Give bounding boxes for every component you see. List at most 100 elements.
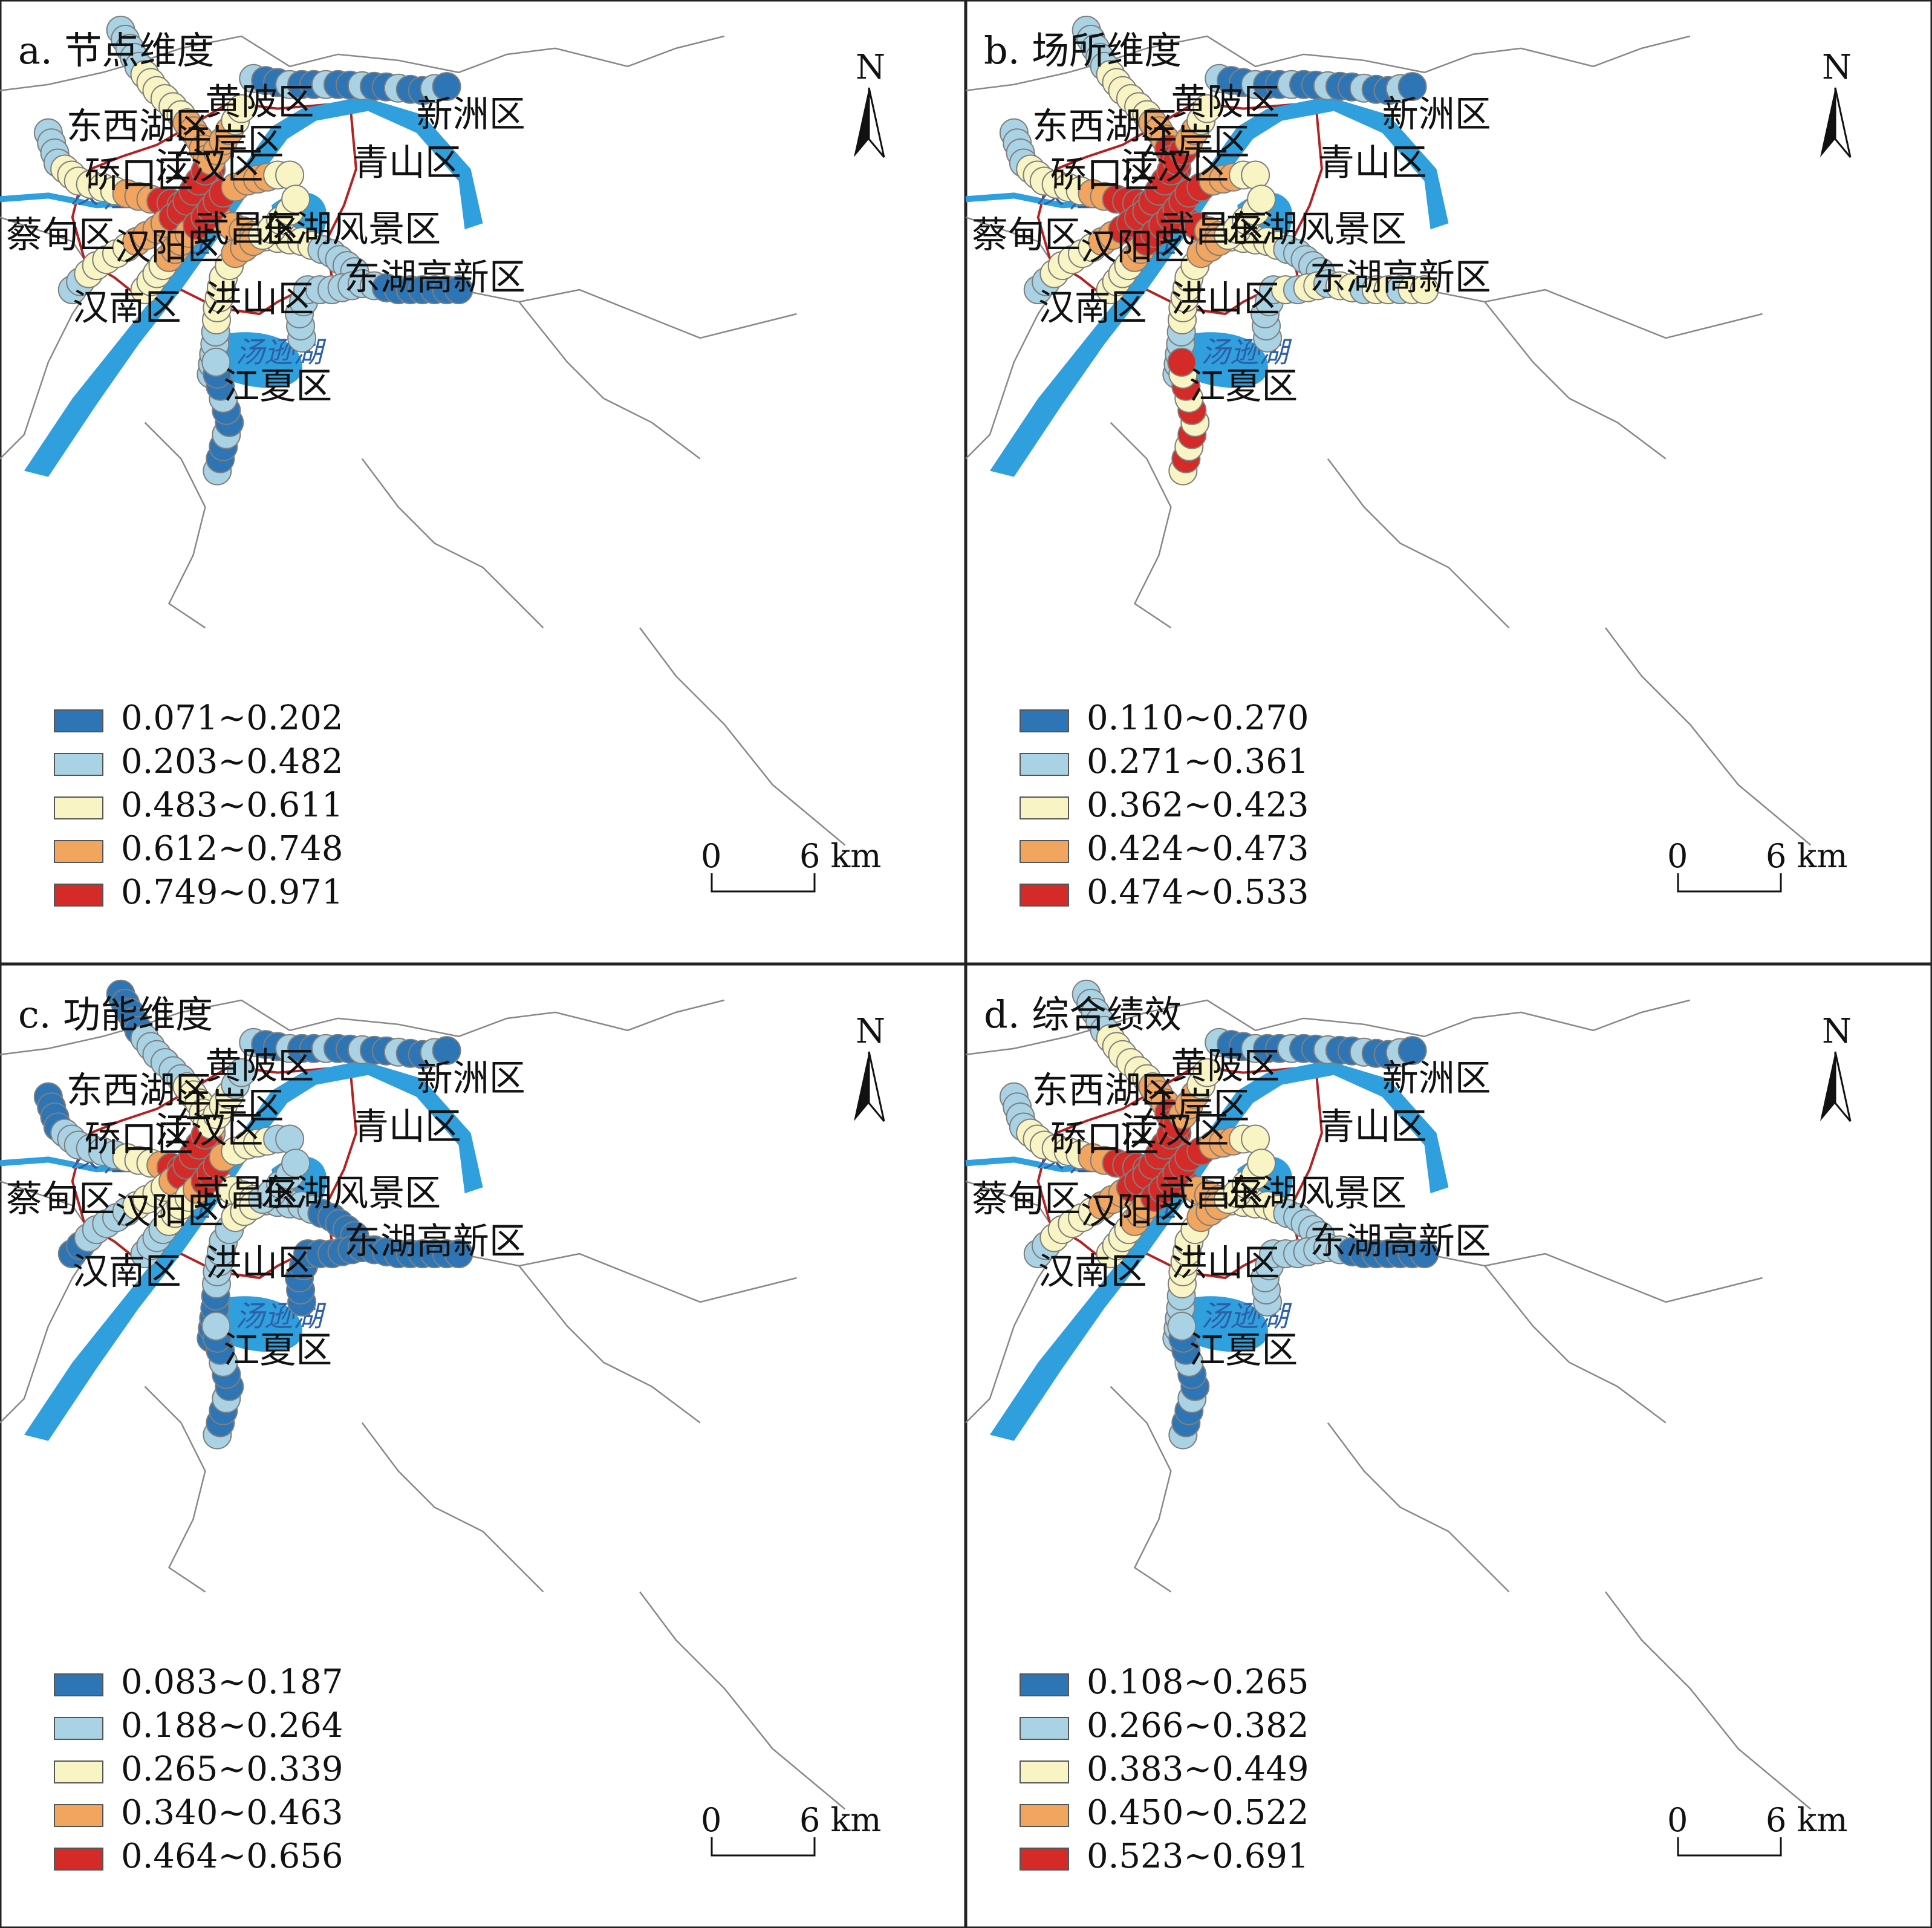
panel-frame [965, 963, 1932, 1928]
scale-bar-zero: 0 [1667, 1801, 1688, 1839]
legend-label: 0.266~0.382 [1087, 1706, 1309, 1745]
district-label: 硚口区 [1050, 1118, 1159, 1160]
north-arrow-icon [1834, 87, 1852, 158]
district-label: 东湖高新区 [344, 1220, 525, 1263]
scale-bar-zero: 0 [701, 837, 721, 875]
map-panel-a: 汉江长江汤逊湖黄陂区新洲区东西湖区江岸区江汉区硚口区青山区蔡甸区武昌区东湖风景区… [0, 0, 966, 965]
district-boundary-line [1110, 1386, 1172, 1593]
station-marker [1192, 94, 1222, 123]
district-label: 武昌区 [1159, 208, 1267, 250]
district-label: 青山区 [1318, 1106, 1427, 1148]
legend-label: 0.265~0.339 [121, 1750, 343, 1789]
legend-swatch [1020, 1848, 1069, 1871]
district-boundary-line [965, 35, 1691, 91]
district-boundary-line [144, 422, 206, 629]
district-boundary-line [0, 999, 725, 1055]
station-marker [432, 1036, 461, 1066]
station-marker [281, 184, 311, 214]
district-boundary-line [144, 1386, 206, 1593]
legend-swatch [1020, 709, 1069, 732]
legend-label: 0.108~0.265 [1087, 1663, 1309, 1702]
station-marker [1397, 72, 1427, 102]
district-label: 蔡甸区 [972, 214, 1081, 256]
district-label: 江汉区 [155, 145, 264, 187]
scale-bar-distance: 6 km [1766, 1801, 1847, 1839]
district-label: 黄陂区 [1171, 82, 1280, 124]
district-label: 新洲区 [417, 94, 525, 136]
station-marker [1167, 347, 1197, 377]
legend-label: 0.203~0.482 [121, 742, 343, 781]
district-label: 蔡甸区 [6, 1178, 115, 1220]
station-marker [1410, 275, 1439, 305]
district-label: 汉南区 [73, 1251, 181, 1293]
scale-bar [711, 873, 816, 893]
legend-label: 0.188~0.264 [121, 1706, 343, 1745]
legend-swatch [54, 1673, 103, 1696]
legend-swatch [54, 1717, 103, 1740]
district-label: 汉阳区 [115, 226, 224, 269]
station-marker [227, 1058, 256, 1087]
district-boundary-line [965, 999, 1691, 1055]
district-label: 汉南区 [73, 287, 181, 329]
legend-swatch [1020, 1673, 1069, 1696]
district-label: 江夏区 [1189, 365, 1298, 408]
north-arrow-icon [854, 88, 869, 157]
station-marker [1192, 1058, 1222, 1087]
station-marker [1247, 184, 1277, 214]
panel-title: b. 场所维度 [984, 28, 1182, 73]
legend-label: 0.749~0.971 [121, 873, 343, 912]
district-label: 东湖高新区 [1310, 256, 1491, 299]
district-boundary-line [361, 458, 544, 628]
district-label: 武昌区 [193, 208, 302, 250]
legend-label: 0.483~0.611 [121, 786, 343, 825]
district-label: 洪山区 [1171, 1242, 1280, 1285]
district-label: 新洲区 [417, 1058, 525, 1100]
district-boundary-line [361, 1422, 544, 1592]
district-label: 汉南区 [1038, 1251, 1147, 1293]
scale-bar-zero: 0 [701, 1801, 721, 1839]
district-boundary-line [1110, 422, 1172, 629]
station-marker [201, 1311, 231, 1341]
district-label: 江汉区 [1120, 1109, 1229, 1151]
district-label: 蔡甸区 [6, 214, 115, 256]
district-label: 东湖高新区 [344, 256, 525, 299]
district-label: 江夏区 [223, 1329, 332, 1372]
district-boundary-line [518, 301, 701, 460]
legend-swatch [1020, 884, 1069, 907]
scale-bar [1677, 1837, 1782, 1857]
district-label: 东湖风景区 [1225, 208, 1407, 250]
legend-label: 0.464~0.656 [121, 1837, 343, 1876]
district-label: 汉阳区 [1081, 226, 1189, 269]
district-boundary-line [1484, 1265, 1667, 1424]
station-marker [1247, 1148, 1277, 1178]
district-label: 硚口区 [85, 1118, 194, 1160]
map-panel-b: 汉江长江汤逊湖黄陂区新洲区东西湖区江岸区江汉区硚口区青山区蔡甸区武昌区东湖风景区… [965, 0, 1932, 965]
district-boundary-line [639, 1591, 846, 1810]
station-marker [281, 1148, 311, 1178]
legend-label: 0.523~0.691 [1087, 1837, 1309, 1876]
station-marker [444, 1239, 473, 1269]
legend-swatch [54, 753, 103, 776]
panel-frame [0, 0, 966, 965]
district-label: 武昌区 [1159, 1172, 1267, 1214]
district-label: 汉阳区 [115, 1190, 224, 1233]
district-boundary-line [1327, 458, 1510, 628]
district-label: 东西湖区 [1032, 1070, 1177, 1112]
north-label: N [856, 48, 885, 87]
scale-bar-distance: 6 km [799, 1801, 881, 1839]
north-arrow-icon [1820, 1052, 1835, 1121]
scale-bar-zero: 0 [1667, 837, 1688, 875]
station-marker [275, 1124, 305, 1154]
district-label: 东西湖区 [67, 1070, 212, 1112]
legend-swatch [1020, 1717, 1069, 1740]
district-label: 江夏区 [223, 365, 332, 408]
legend-swatch [1020, 796, 1069, 819]
north-arrow-icon [868, 1051, 885, 1122]
legend-label: 0.474~0.533 [1087, 873, 1309, 912]
district-label: 江岸区 [175, 1086, 284, 1128]
legend-swatch [1020, 753, 1069, 776]
district-label: 蔡甸区 [972, 1178, 1081, 1220]
legend-label: 0.612~0.748 [121, 829, 343, 868]
